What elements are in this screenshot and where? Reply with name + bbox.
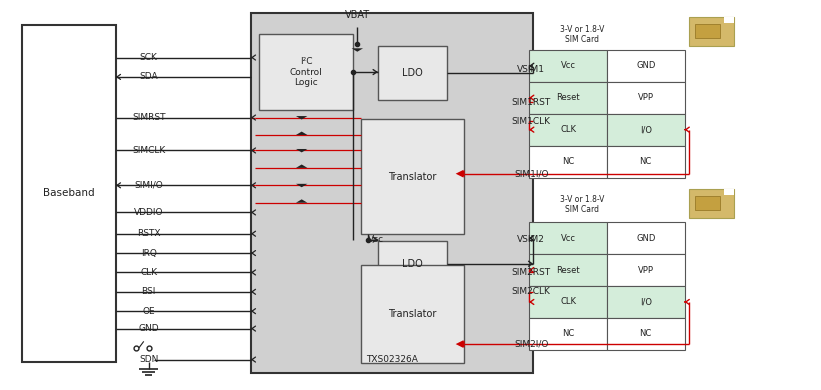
Bar <box>251 13 533 373</box>
Text: SDA: SDA <box>140 73 158 82</box>
Text: SIM2I/O: SIM2I/O <box>514 340 548 349</box>
Bar <box>530 254 607 286</box>
Text: Vᴄᴄ: Vᴄᴄ <box>561 61 576 70</box>
Polygon shape <box>296 149 307 152</box>
Bar <box>378 241 447 286</box>
Text: I/O: I/O <box>640 125 652 134</box>
Text: SIM2RST: SIM2RST <box>511 268 551 277</box>
Text: SCK: SCK <box>140 53 158 62</box>
Text: VSIM1: VSIM1 <box>517 65 545 74</box>
Text: RSTX: RSTX <box>137 229 160 238</box>
Text: TXS02326A: TXS02326A <box>366 355 418 364</box>
Text: Translator: Translator <box>388 172 437 182</box>
Bar <box>530 286 607 318</box>
Text: LDO: LDO <box>402 259 423 269</box>
Bar <box>530 113 607 145</box>
Bar <box>724 17 734 23</box>
Text: GND: GND <box>139 324 159 333</box>
Bar <box>695 196 720 211</box>
Bar <box>607 113 685 145</box>
Text: IRQ: IRQ <box>140 248 157 257</box>
Text: I²C
Control
Logic: I²C Control Logic <box>290 57 323 87</box>
Text: VPP: VPP <box>638 93 654 102</box>
Text: SIMRST: SIMRST <box>132 113 165 122</box>
Bar <box>530 318 607 350</box>
Bar <box>259 34 353 110</box>
Text: SIM1RST: SIM1RST <box>511 98 551 106</box>
Polygon shape <box>351 48 363 52</box>
Text: VPP: VPP <box>638 266 654 275</box>
Bar <box>607 318 685 350</box>
Polygon shape <box>296 116 307 119</box>
Bar <box>607 50 685 82</box>
Bar <box>530 82 607 113</box>
Polygon shape <box>296 199 307 203</box>
Text: BSI: BSI <box>141 287 156 296</box>
Text: 3-V or 1.8-V
SIM Card: 3-V or 1.8-V SIM Card <box>560 25 604 44</box>
Text: VDDIO: VDDIO <box>134 208 163 217</box>
Polygon shape <box>296 184 307 187</box>
Text: Reset: Reset <box>556 266 580 275</box>
Text: Translator: Translator <box>388 309 437 319</box>
Bar <box>607 82 685 113</box>
Polygon shape <box>456 170 464 177</box>
Text: SIM1CLK: SIM1CLK <box>511 117 551 126</box>
Text: SIM1I/O: SIM1I/O <box>514 169 548 178</box>
Text: VBAT: VBAT <box>345 10 370 20</box>
Bar <box>607 222 685 254</box>
Text: LDO: LDO <box>402 68 423 78</box>
Text: GND: GND <box>636 61 655 70</box>
Bar <box>22 25 116 362</box>
Polygon shape <box>296 131 307 135</box>
Bar <box>689 189 734 218</box>
Text: Reset: Reset <box>556 93 580 102</box>
Bar <box>607 254 685 286</box>
Text: CLK: CLK <box>560 298 576 307</box>
Bar <box>530 50 607 82</box>
Bar <box>530 222 607 254</box>
Text: CLK: CLK <box>560 125 576 134</box>
Polygon shape <box>458 340 465 347</box>
Text: I/O: I/O <box>640 298 652 307</box>
Text: VSIM2: VSIM2 <box>517 235 545 244</box>
Text: Baseband: Baseband <box>43 188 94 198</box>
Polygon shape <box>456 340 464 348</box>
Text: Vᴄᴄ: Vᴄᴄ <box>368 235 384 244</box>
Polygon shape <box>296 165 307 168</box>
Text: SDN: SDN <box>139 355 158 364</box>
Bar <box>361 265 464 363</box>
Polygon shape <box>458 170 465 177</box>
Text: SIMI/O: SIMI/O <box>135 181 163 190</box>
Bar <box>689 17 734 46</box>
Text: SIM2CLK: SIM2CLK <box>511 287 551 296</box>
Bar <box>361 119 464 234</box>
Bar <box>695 24 720 38</box>
Text: CLK: CLK <box>140 268 158 277</box>
Text: NC: NC <box>562 330 574 339</box>
Text: NC: NC <box>562 157 574 166</box>
Bar <box>607 286 685 318</box>
Bar <box>378 46 447 100</box>
Text: NC: NC <box>640 330 652 339</box>
Text: 3-V or 1.8-V
SIM Card: 3-V or 1.8-V SIM Card <box>560 195 604 215</box>
Text: GND: GND <box>636 234 655 243</box>
Bar <box>530 145 607 177</box>
Bar <box>607 145 685 177</box>
Bar <box>724 189 734 195</box>
Text: NC: NC <box>640 157 652 166</box>
Text: Vᴄᴄ: Vᴄᴄ <box>561 234 576 243</box>
Text: OE: OE <box>142 307 155 316</box>
Text: SIMCLK: SIMCLK <box>132 146 165 155</box>
